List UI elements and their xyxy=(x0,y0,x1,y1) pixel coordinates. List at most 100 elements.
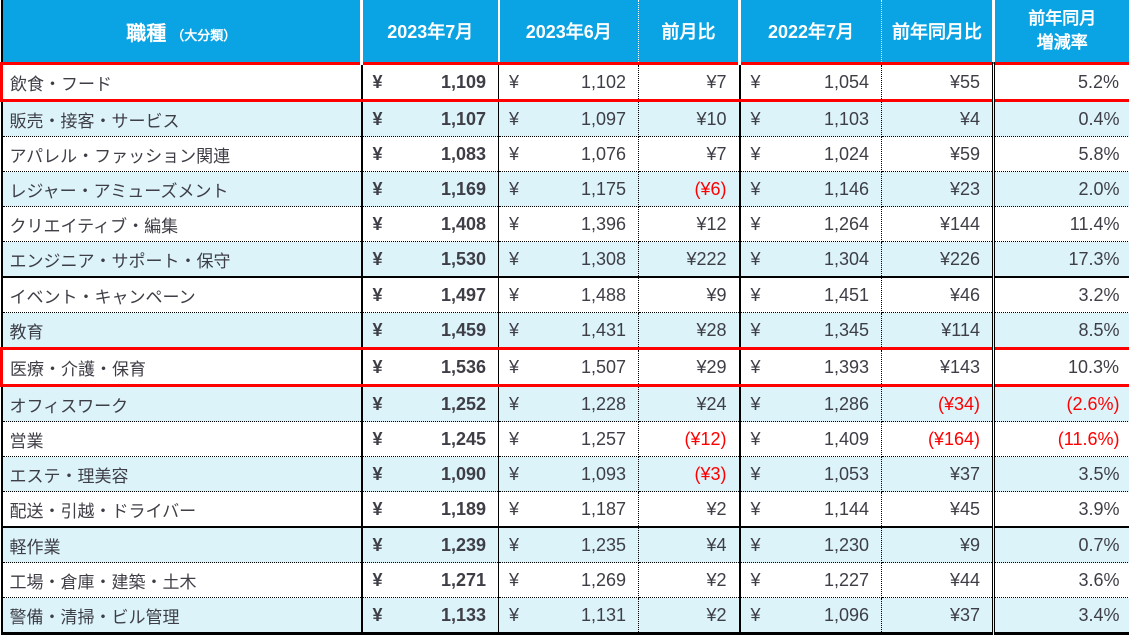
cell-jul-2023: ¥1,536 xyxy=(362,349,499,386)
table-row: クリエイティブ・編集 ¥1,408 ¥1,396 ¥12 ¥1,264 ¥144… xyxy=(2,207,1129,242)
cell-yoy-rate: 3.2% xyxy=(994,277,1129,313)
cell-value: 1,230 xyxy=(824,535,869,555)
cell-value: 1,054 xyxy=(824,72,869,92)
cell-jun-2023: ¥1,308 xyxy=(499,242,639,278)
cell-yoy-rate: 0.4% xyxy=(994,101,1129,137)
yen-symbol: ¥ xyxy=(509,285,519,306)
column-header-occupation-sub: （大分類） xyxy=(171,28,236,43)
cell-jul-2022: ¥1,264 xyxy=(740,207,882,242)
table-row: エステ・理美容 ¥1,090 ¥1,093 (¥3) ¥1,053 ¥37 3.… xyxy=(2,457,1129,492)
column-header-mom-diff: 前月比 xyxy=(639,0,740,64)
cell-jul-2022: ¥1,393 xyxy=(740,349,882,386)
column-header-yoy-rate: 前年同月増減率 xyxy=(994,0,1129,64)
cell-occupation: 配送・引越・ドライバー xyxy=(2,492,362,528)
cell-jun-2023: ¥1,175 xyxy=(499,172,639,207)
cell-jun-2023: ¥1,102 xyxy=(499,64,639,101)
cell-mom-diff: (¥3) xyxy=(639,457,740,492)
cell-jul-2023: ¥1,530 xyxy=(362,242,499,278)
cell-value: 1,409 xyxy=(824,429,869,449)
table-row: 営業 ¥1,245 ¥1,257 (¥12) ¥1,409 (¥164) (11… xyxy=(2,422,1129,457)
yen-symbol: ¥ xyxy=(373,535,383,556)
cell-jul-2023: ¥1,090 xyxy=(362,457,499,492)
yen-symbol: ¥ xyxy=(509,570,519,591)
cell-occupation: 工場・倉庫・建築・土木 xyxy=(2,563,362,598)
cell-jul-2023: ¥1,189 xyxy=(362,492,499,528)
cell-value: 1,097 xyxy=(581,109,626,129)
yen-symbol: ¥ xyxy=(751,72,761,93)
cell-jun-2023: ¥1,507 xyxy=(499,349,639,386)
cell-occupation: 軽作業 xyxy=(2,527,362,563)
cell-yoy-diff: (¥34) xyxy=(882,386,994,422)
cell-occupation: アパレル・ファッション関連 xyxy=(2,137,362,172)
column-header-occupation: 職種 （大分類） xyxy=(2,0,362,64)
cell-jun-2023: ¥1,431 xyxy=(499,313,639,349)
cell-value: 1,269 xyxy=(581,570,626,590)
cell-jun-2023: ¥1,131 xyxy=(499,598,639,634)
yen-symbol: ¥ xyxy=(373,570,383,591)
cell-yoy-diff: ¥45 xyxy=(882,492,994,528)
cell-value: 1,245 xyxy=(441,429,486,449)
table-row: 飲食・フード ¥1,109 ¥1,102 ¥7 ¥1,054 ¥55 5.2% xyxy=(2,64,1129,101)
yen-symbol: ¥ xyxy=(751,109,761,130)
yen-symbol: ¥ xyxy=(751,144,761,165)
table-row: 工場・倉庫・建築・土木 ¥1,271 ¥1,269 ¥2 ¥1,227 ¥44 … xyxy=(2,563,1129,598)
cell-value: 1,228 xyxy=(581,394,626,414)
cell-mom-diff: ¥24 xyxy=(639,386,740,422)
yen-symbol: ¥ xyxy=(509,109,519,130)
cell-yoy-diff: ¥59 xyxy=(882,137,994,172)
yen-symbol: ¥ xyxy=(751,605,761,626)
cell-jun-2023: ¥1,269 xyxy=(499,563,639,598)
cell-occupation: エステ・理美容 xyxy=(2,457,362,492)
cell-value: 1,133 xyxy=(441,605,486,625)
yen-symbol: ¥ xyxy=(373,214,383,235)
cell-value: 1,252 xyxy=(441,394,486,414)
column-header-occupation-main: 職種 xyxy=(126,23,166,45)
cell-value: 1,308 xyxy=(581,249,626,269)
cell-value: 1,507 xyxy=(581,357,626,377)
cell-mom-diff: ¥9 xyxy=(639,277,740,313)
cell-mom-diff: ¥28 xyxy=(639,313,740,349)
yen-symbol: ¥ xyxy=(509,320,519,341)
cell-jul-2022: ¥1,096 xyxy=(740,598,882,634)
cell-yoy-rate: 3.5% xyxy=(994,457,1129,492)
yen-symbol: ¥ xyxy=(509,535,519,556)
yen-symbol: ¥ xyxy=(373,320,383,341)
yen-symbol: ¥ xyxy=(751,499,761,520)
cell-value: 1,169 xyxy=(441,179,486,199)
yen-symbol: ¥ xyxy=(509,499,519,520)
cell-jun-2023: ¥1,187 xyxy=(499,492,639,528)
cell-value: 1,103 xyxy=(824,109,869,129)
cell-yoy-rate: (11.6%) xyxy=(994,422,1129,457)
cell-value: 1,257 xyxy=(581,429,626,449)
cell-yoy-diff: ¥23 xyxy=(882,172,994,207)
table-row: 医療・介護・保育 ¥1,536 ¥1,507 ¥29 ¥1,393 ¥143 1… xyxy=(2,349,1129,386)
cell-yoy-diff: ¥46 xyxy=(882,277,994,313)
cell-value: 1,109 xyxy=(441,72,486,92)
cell-value: 1,488 xyxy=(581,285,626,305)
cell-value: 1,076 xyxy=(581,144,626,164)
cell-value: 1,083 xyxy=(441,144,486,164)
cell-yoy-diff: (¥164) xyxy=(882,422,994,457)
cell-value: 1,239 xyxy=(441,535,486,555)
cell-jul-2022: ¥1,409 xyxy=(740,422,882,457)
cell-jul-2022: ¥1,144 xyxy=(740,492,882,528)
cell-jul-2023: ¥1,408 xyxy=(362,207,499,242)
cell-jun-2023: ¥1,488 xyxy=(499,277,639,313)
cell-value: 1,175 xyxy=(581,179,626,199)
cell-mom-diff: ¥29 xyxy=(639,349,740,386)
cell-occupation: レジャー・アミューズメント xyxy=(2,172,362,207)
header-row: 職種 （大分類） 2023年7月 2023年6月 前月比 2022年7月 前年同… xyxy=(2,0,1129,64)
cell-yoy-diff: ¥55 xyxy=(882,64,994,101)
cell-mom-diff: ¥2 xyxy=(639,492,740,528)
cell-jul-2023: ¥1,497 xyxy=(362,277,499,313)
cell-yoy-rate: 11.4% xyxy=(994,207,1129,242)
cell-value: 1,093 xyxy=(581,464,626,484)
cell-jun-2023: ¥1,235 xyxy=(499,527,639,563)
cell-yoy-rate: 8.5% xyxy=(994,313,1129,349)
cell-mom-diff: ¥10 xyxy=(639,101,740,137)
yen-symbol: ¥ xyxy=(509,464,519,485)
cell-yoy-diff: ¥37 xyxy=(882,598,994,634)
cell-occupation: エンジニア・サポート・保守 xyxy=(2,242,362,278)
cell-value: 1,102 xyxy=(581,72,626,92)
